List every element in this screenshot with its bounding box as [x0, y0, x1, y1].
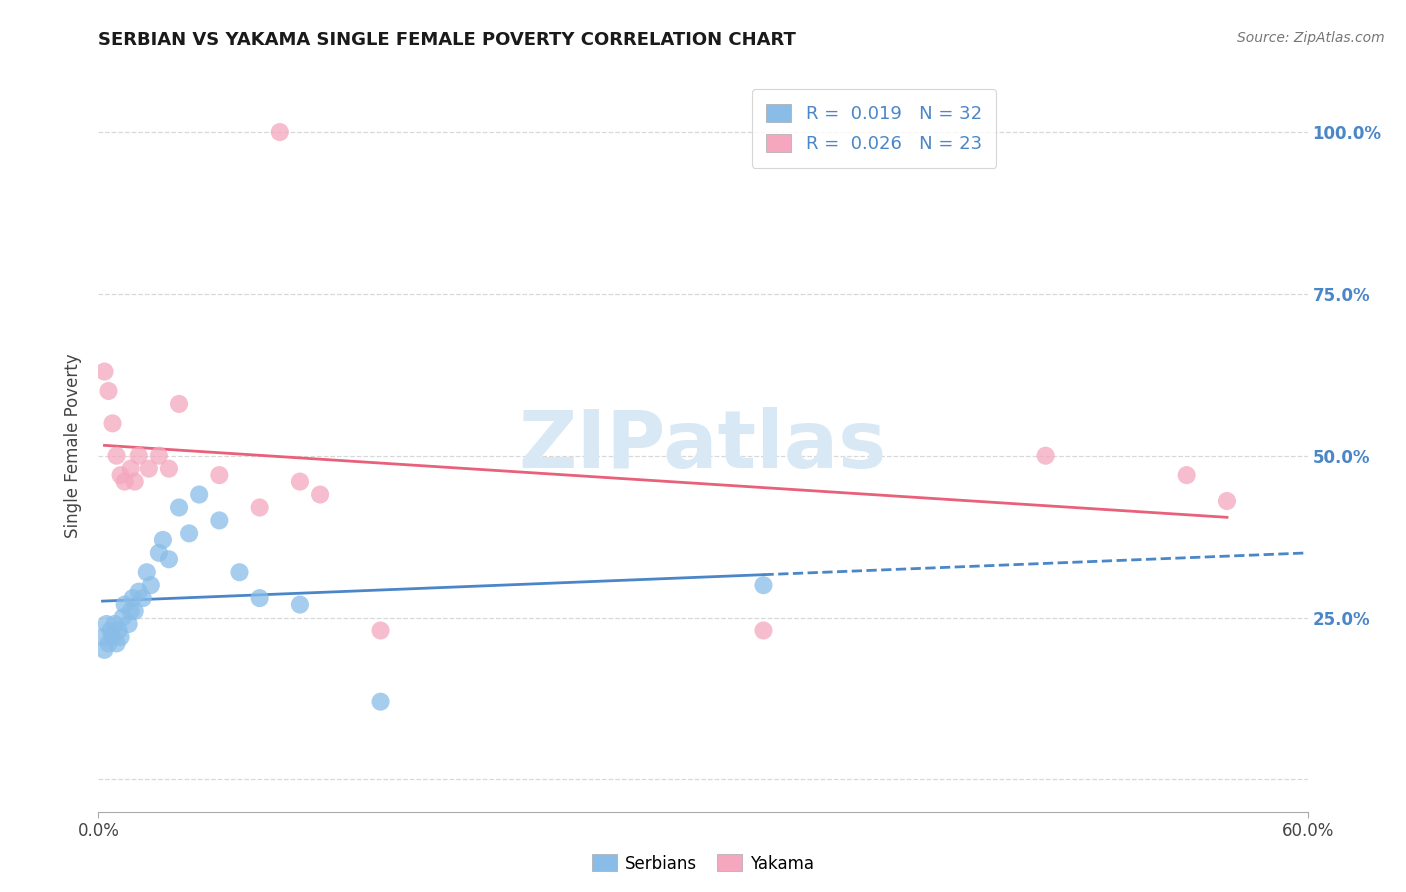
Point	[167, 397, 190, 411]
Point	[114, 598, 136, 612]
Point	[208, 468, 231, 483]
Point	[1035, 449, 1057, 463]
Point	[93, 643, 115, 657]
Point	[105, 449, 128, 463]
Point	[135, 566, 157, 580]
Point	[114, 475, 136, 489]
Point	[288, 598, 311, 612]
Point	[249, 500, 271, 515]
Point	[100, 624, 122, 638]
Point	[101, 630, 124, 644]
Point	[752, 624, 775, 638]
Point	[157, 552, 180, 566]
Point	[93, 365, 115, 379]
Point	[139, 578, 162, 592]
Point	[148, 546, 170, 560]
Point	[208, 513, 231, 527]
Point	[97, 384, 120, 398]
Point	[1216, 494, 1239, 508]
Legend: Serbians, Yakama: Serbians, Yakama	[585, 847, 821, 880]
Point	[124, 475, 146, 489]
Point	[309, 487, 332, 501]
Point	[110, 630, 132, 644]
Point	[188, 487, 211, 501]
Point	[157, 461, 180, 475]
Point	[1175, 468, 1198, 483]
Point	[91, 630, 114, 644]
Point	[103, 617, 125, 632]
Point	[269, 125, 291, 139]
Text: SERBIAN VS YAKAMA SINGLE FEMALE POVERTY CORRELATION CHART: SERBIAN VS YAKAMA SINGLE FEMALE POVERTY …	[98, 31, 796, 49]
Point	[249, 591, 271, 606]
Point	[120, 461, 142, 475]
Y-axis label: Single Female Poverty: Single Female Poverty	[65, 354, 83, 538]
Point	[152, 533, 174, 547]
Point	[370, 624, 392, 638]
Point	[110, 468, 132, 483]
Point	[288, 475, 311, 489]
Point	[124, 604, 146, 618]
Point	[752, 578, 775, 592]
Point	[118, 617, 141, 632]
Text: Source: ZipAtlas.com: Source: ZipAtlas.com	[1237, 31, 1385, 45]
Point	[107, 624, 129, 638]
Point	[105, 636, 128, 650]
Point	[121, 591, 143, 606]
Point	[128, 449, 150, 463]
Point	[132, 591, 155, 606]
Point	[148, 449, 170, 463]
Point	[96, 617, 118, 632]
Point	[128, 584, 150, 599]
Point	[97, 636, 120, 650]
Point	[370, 695, 392, 709]
Point	[120, 604, 142, 618]
Point	[167, 500, 190, 515]
Point	[228, 566, 250, 580]
Point	[179, 526, 201, 541]
Legend: R =  0.019   N = 32, R =  0.026   N = 23: R = 0.019 N = 32, R = 0.026 N = 23	[752, 89, 997, 168]
Point	[138, 461, 160, 475]
Text: ZIPatlas: ZIPatlas	[519, 407, 887, 485]
Point	[111, 610, 134, 624]
Point	[101, 417, 124, 431]
